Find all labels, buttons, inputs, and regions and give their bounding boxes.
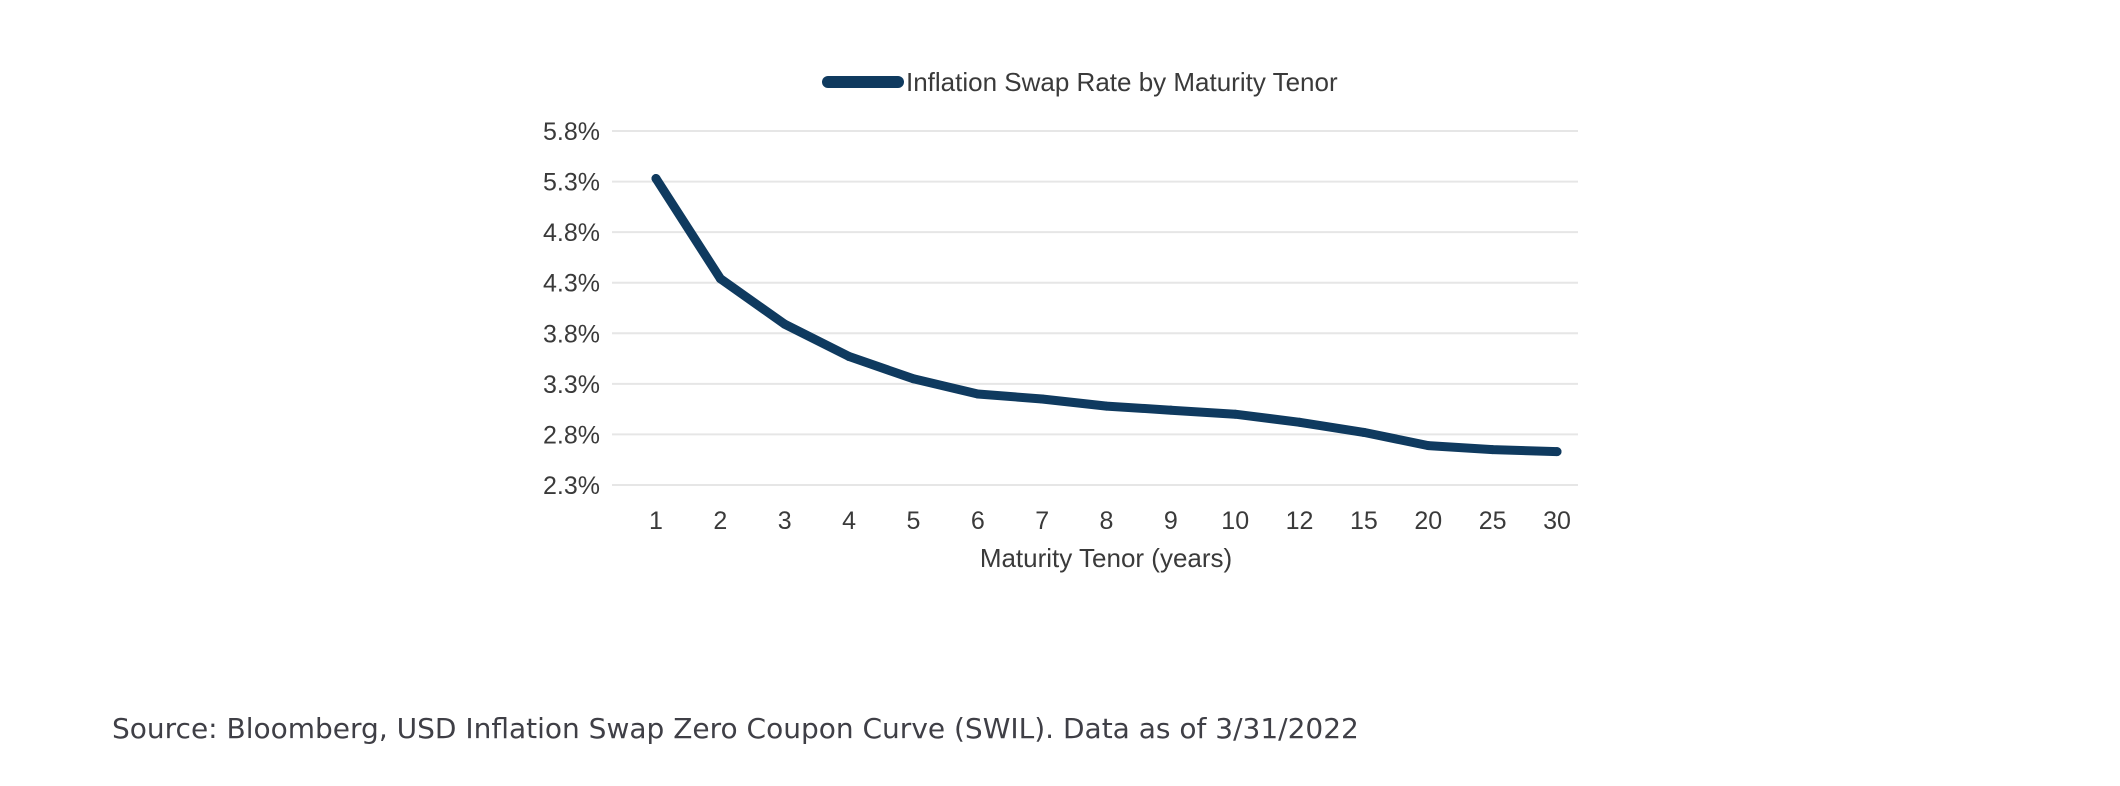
data-point bbox=[1295, 417, 1305, 427]
data-point bbox=[715, 274, 725, 284]
x-tick-label: 12 bbox=[1286, 507, 1314, 535]
y-tick-label: 4.3% bbox=[543, 270, 600, 298]
data-point bbox=[780, 319, 790, 329]
x-tick-label: 5 bbox=[906, 507, 920, 535]
x-tick-label: 30 bbox=[1543, 507, 1571, 535]
y-axis-ticks: 5.8% 5.3% 4.8% 4.3% 3.8% 3.3% 2.8% 2.3% bbox=[543, 118, 600, 500]
data-point bbox=[973, 389, 983, 399]
x-tick-label: 10 bbox=[1221, 507, 1249, 535]
data-point bbox=[1037, 394, 1047, 404]
data-point bbox=[1230, 409, 1240, 419]
y-tick-label: 2.3% bbox=[543, 472, 600, 500]
x-axis-title: Maturity Tenor (years) bbox=[980, 543, 1232, 573]
y-tick-label: 5.3% bbox=[543, 169, 600, 197]
x-tick-label: 20 bbox=[1414, 507, 1442, 535]
data-point bbox=[651, 174, 661, 184]
source-note: Source: Bloomberg, USD Inflation Swap Ze… bbox=[112, 712, 1359, 745]
data-point bbox=[844, 352, 854, 362]
x-tick-label: 2 bbox=[713, 507, 727, 535]
data-point bbox=[1359, 427, 1369, 437]
data-point bbox=[1423, 441, 1433, 451]
y-tick-label: 3.3% bbox=[543, 371, 600, 399]
y-tick-label: 4.8% bbox=[543, 219, 600, 247]
legend: Inflation Swap Rate by Maturity Tenor bbox=[822, 67, 1338, 97]
x-axis-ticks: 1 2 3 4 5 6 7 8 9 10 12 15 20 25 30 bbox=[649, 507, 1571, 535]
x-tick-label: 7 bbox=[1035, 507, 1049, 535]
data-point bbox=[1166, 405, 1176, 415]
x-tick-label: 3 bbox=[778, 507, 792, 535]
y-tick-label: 2.8% bbox=[543, 421, 600, 449]
series-layer bbox=[651, 174, 1562, 457]
data-point bbox=[1552, 447, 1562, 457]
x-tick-label: 15 bbox=[1350, 507, 1378, 535]
x-tick-label: 8 bbox=[1100, 507, 1114, 535]
x-tick-label: 1 bbox=[649, 507, 663, 535]
x-tick-label: 25 bbox=[1479, 507, 1507, 535]
data-point bbox=[1102, 401, 1111, 411]
x-tick-label: 6 bbox=[971, 507, 985, 535]
gridlines bbox=[612, 130, 1578, 486]
y-tick-label: 5.8% bbox=[543, 118, 600, 146]
y-tick-label: 3.8% bbox=[543, 320, 600, 348]
data-point bbox=[908, 374, 918, 384]
x-tick-label: 4 bbox=[842, 507, 856, 535]
x-tick-label: 9 bbox=[1164, 507, 1178, 535]
legend-label: Inflation Swap Rate by Maturity Tenor bbox=[906, 67, 1338, 97]
data-point bbox=[1488, 445, 1498, 455]
series-line bbox=[651, 174, 1562, 457]
